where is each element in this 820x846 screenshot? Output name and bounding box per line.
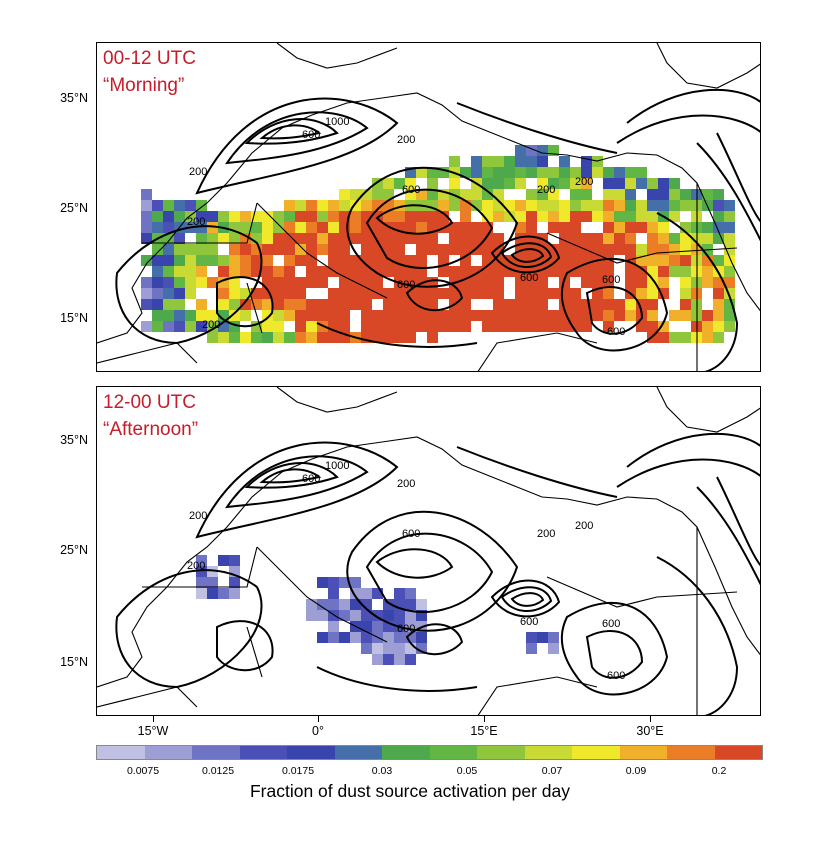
contour-label: 1000 (325, 116, 349, 128)
lat-label-15n-bottom: 15°N (60, 655, 88, 669)
lon-label-15e: 15°E (470, 724, 498, 738)
map-panel-afternoon: 200 600 1000 200 200 600 200 600 600 200 600 600 12… (96, 386, 761, 716)
contour-label: 200 (575, 520, 593, 532)
contour-label: 200 (189, 510, 207, 522)
contour-label: 200 (397, 478, 415, 490)
topography-contours-afternoon: 200 600 1000 200 200 600 200 600 600 200 600 600 (115, 432, 760, 715)
colorbar-tick-label: 0.0125 (201, 765, 235, 777)
dust-cells-morning (141, 145, 735, 343)
lon-tick (318, 716, 319, 722)
contour-label: 200 (189, 166, 207, 178)
colorbar (96, 745, 763, 760)
contour-label: 200 (187, 560, 205, 572)
colorbar-tick-label: 0.07 (541, 765, 563, 777)
lon-tick (650, 716, 651, 722)
map-afternoon: 200 600 1000 200 200 600 200 600 600 200 600 600 (97, 387, 760, 715)
colorbar-segment (572, 746, 620, 759)
colorbar-segment (714, 746, 762, 759)
colorbar-segment (429, 746, 477, 759)
contour-label: 600 (520, 272, 538, 284)
lat-label-35n-bottom: 35°N (60, 433, 88, 447)
contour-label: 600 (602, 618, 620, 630)
colorbar-segment (619, 746, 667, 759)
colorbar-segment (334, 746, 382, 759)
panel-title-line2: “Morning” (103, 75, 185, 96)
contour-label: 600 (402, 184, 420, 196)
contour-label: 600 (397, 623, 415, 635)
coastline-afternoon (97, 387, 760, 715)
contour-label: 600 (520, 616, 538, 628)
topography-contours-morning: 200 600 1000 200 200 600 200 600 600 200 600 600 200 (115, 88, 760, 371)
colorbar-tick-label: 0.2 (711, 765, 727, 777)
lon-label-0: 0° (312, 724, 324, 738)
panel-title-line1: 12-00 UTC (103, 392, 196, 413)
contour-label: 200 (397, 134, 415, 146)
lat-label-15n-top: 15°N (60, 311, 88, 325)
colorbar-segment (192, 746, 240, 759)
colorbar-segment (382, 746, 430, 759)
map-panel-morning: 200 600 1000 200 200 600 200 600 600 200 600 600 200… (96, 42, 761, 372)
contour-label: 200 (575, 176, 593, 188)
contour-label: 600 (602, 274, 620, 286)
colorbar-segment (144, 746, 192, 759)
panel-title-morning: 00-12 UTC “Morning” (103, 45, 196, 99)
contour-label: 200 (202, 319, 220, 331)
contour-label: 1000 (325, 460, 349, 472)
colorbar-tick-label: 0.0175 (281, 765, 315, 777)
contour-label: 600 (302, 129, 320, 141)
contour-label: 200 (537, 184, 555, 196)
colorbar-segment (667, 746, 715, 759)
colorbar-segment (287, 746, 335, 759)
lon-label-15w: 15°W (137, 724, 169, 738)
colorbar-segment (524, 746, 572, 759)
contour-label: 600 (302, 473, 320, 485)
panel-title-line1: 00-12 UTC (103, 48, 196, 69)
contour-label: 600 (607, 670, 625, 682)
contour-label: 600 (607, 326, 625, 338)
contour-label: 600 (402, 528, 420, 540)
contour-label: 200 (187, 216, 205, 228)
panel-title-afternoon: 12-00 UTC “Afternoon” (103, 389, 198, 443)
contour-label: 600 (397, 279, 415, 291)
lon-tick (153, 716, 154, 722)
colorbar-tick-label: 0.0075 (126, 765, 160, 777)
lat-label-25n-bottom: 25°N (60, 543, 88, 557)
panel-title-line2: “Afternoon” (103, 419, 199, 440)
lat-label-35n-top: 35°N (60, 91, 88, 105)
dust-cells-afternoon (196, 555, 559, 665)
colorbar-tick-label: 0.05 (456, 765, 478, 777)
colorbar-tick-label: 0.09 (625, 765, 647, 777)
lat-label-25n-top: 25°N (60, 201, 88, 215)
coastline-morning (97, 43, 760, 371)
map-morning: 200 600 1000 200 200 600 200 600 600 200 600 600 200 (97, 43, 760, 371)
lon-label-30e: 30°E (636, 724, 664, 738)
colorbar-tick-label: 0.03 (371, 765, 393, 777)
colorbar-segment (239, 746, 287, 759)
contour-label: 200 (537, 528, 555, 540)
colorbar-segment (477, 746, 525, 759)
colorbar-title: Fraction of dust source activation per d… (249, 781, 571, 801)
colorbar-segment (97, 746, 145, 759)
lon-tick (484, 716, 485, 722)
